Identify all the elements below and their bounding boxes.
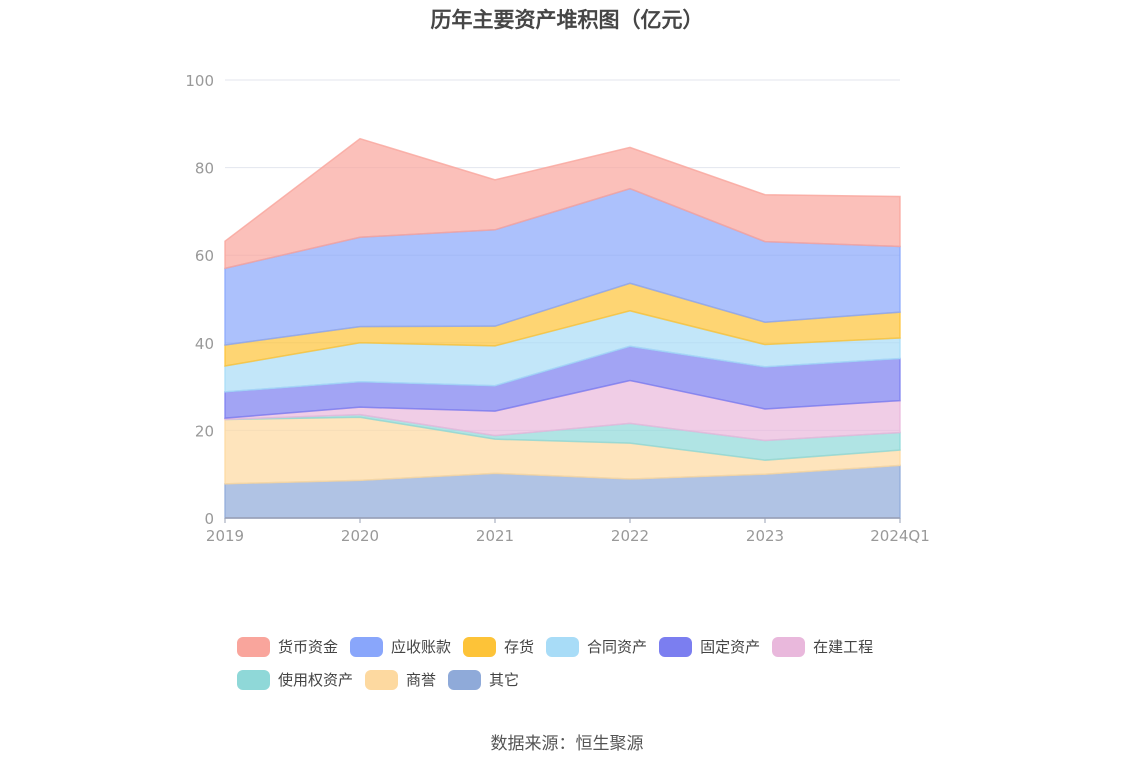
y-tick-label: 100 (185, 72, 214, 90)
x-tick-label: 2022 (611, 527, 649, 545)
x-tick-label: 2024Q1 (870, 527, 930, 545)
y-tick-label: 40 (195, 335, 214, 353)
legend-label: 使用权资产 (278, 671, 354, 689)
legend-label: 其它 (489, 671, 520, 689)
x-tick-label: 2023 (746, 527, 784, 545)
legend-item[interactable]: 合同资产 (546, 636, 647, 657)
data-source-note: 数据来源：恒生聚源 (490, 734, 644, 754)
chart-title: 历年主要资产堆积图（亿元） (430, 8, 704, 32)
y-tick-label: 80 (195, 160, 214, 178)
legend-label: 在建工程 (813, 638, 874, 656)
y-tick-label: 60 (195, 247, 214, 265)
legend-swatch (448, 669, 482, 690)
legend-item[interactable]: 存货 (463, 636, 534, 657)
legend-swatch (772, 636, 806, 657)
y-tick-label: 20 (195, 422, 214, 440)
legend-item[interactable]: 商誉 (365, 669, 436, 690)
legend-row-2: 使用权资产 商誉 其它 (237, 663, 917, 696)
x-tick-label: 2021 (476, 527, 514, 545)
legend-swatch (659, 636, 693, 657)
legend-item[interactable]: 其它 (448, 669, 519, 690)
legend-label: 货币资金 (278, 638, 339, 656)
legend-swatch (350, 636, 384, 657)
legend-item[interactable]: 固定资产 (659, 636, 760, 657)
legend-label: 存货 (504, 638, 535, 656)
legend-swatch (463, 636, 497, 657)
legend: 货币资金 应收账款 存货 合同资产 固定资产 在建工程 使用权资产 (237, 630, 917, 696)
x-tick-label: 2020 (341, 527, 379, 545)
legend-swatch (365, 669, 399, 690)
y-tick-label: 0 (204, 510, 214, 528)
legend-label: 商誉 (406, 671, 437, 689)
legend-swatch (237, 669, 270, 690)
legend-item[interactable]: 在建工程 (772, 636, 873, 657)
legend-row-1: 货币资金 应收账款 存货 合同资产 固定资产 在建工程 (237, 630, 917, 663)
legend-swatch (546, 636, 580, 657)
legend-item[interactable]: 应收账款 (350, 636, 451, 657)
legend-item[interactable]: 货币资金 (237, 636, 338, 657)
legend-label: 固定资产 (700, 638, 761, 656)
legend-item[interactable]: 使用权资产 (237, 669, 353, 690)
x-tick-label: 2019 (206, 527, 244, 545)
legend-label: 合同资产 (587, 638, 648, 656)
area-series-货币资金 (224, 137, 901, 270)
area-series (224, 137, 901, 519)
axes: 0 20 40 60 80 100 2019 2020 2021 2022 2023 2024Q1 (185, 72, 929, 545)
legend-label: 应收账款 (391, 638, 452, 656)
legend-swatch (237, 636, 270, 657)
